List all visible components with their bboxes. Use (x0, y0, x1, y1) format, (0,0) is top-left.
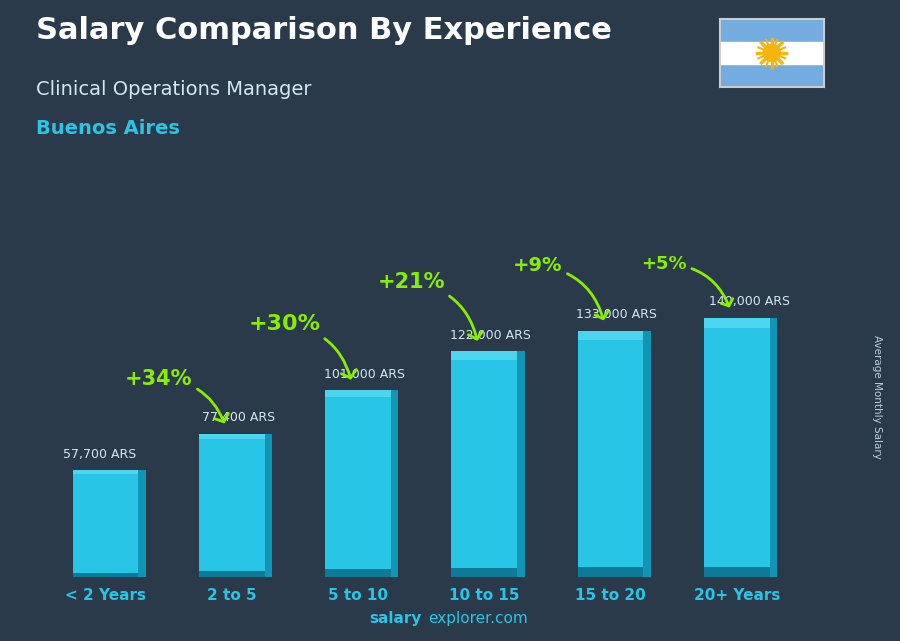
Bar (199, 433, 265, 439)
Bar (704, 318, 770, 328)
Bar (518, 351, 525, 577)
Text: Average Monthly Salary: Average Monthly Salary (872, 335, 883, 460)
Text: explorer.com: explorer.com (428, 611, 528, 626)
Bar (578, 331, 644, 577)
Bar (265, 433, 272, 577)
Bar (770, 318, 778, 577)
Bar (720, 42, 824, 64)
Bar (73, 470, 139, 474)
Text: +21%: +21% (377, 272, 482, 339)
Bar (139, 470, 146, 577)
Bar (578, 567, 644, 577)
Text: +9%: +9% (513, 256, 608, 319)
Bar (199, 571, 265, 577)
Bar (644, 331, 651, 577)
Bar (73, 470, 139, 577)
Bar (452, 351, 518, 360)
Bar (325, 390, 391, 397)
Text: +34%: +34% (125, 369, 229, 422)
Text: 140,000 ARS: 140,000 ARS (709, 296, 790, 308)
Text: 133,000 ARS: 133,000 ARS (577, 308, 657, 321)
Text: 122,000 ARS: 122,000 ARS (450, 329, 531, 342)
Bar (704, 318, 770, 577)
Text: salary: salary (369, 611, 421, 626)
Text: 77,400 ARS: 77,400 ARS (202, 412, 274, 424)
Bar (325, 390, 391, 577)
Bar (452, 568, 518, 577)
Text: +5%: +5% (641, 255, 733, 306)
Bar (452, 351, 518, 577)
Bar (704, 567, 770, 577)
Text: 101,000 ARS: 101,000 ARS (324, 367, 405, 381)
Bar (391, 390, 399, 577)
Text: Buenos Aires: Buenos Aires (36, 119, 180, 138)
Text: 57,700 ARS: 57,700 ARS (62, 448, 136, 461)
Bar (73, 572, 139, 577)
Text: Salary Comparison By Experience: Salary Comparison By Experience (36, 16, 612, 45)
Text: +30%: +30% (248, 314, 356, 378)
Bar (578, 331, 644, 340)
Bar (325, 569, 391, 577)
Circle shape (763, 44, 780, 62)
Text: Clinical Operations Manager: Clinical Operations Manager (36, 80, 311, 99)
Bar (199, 433, 265, 577)
